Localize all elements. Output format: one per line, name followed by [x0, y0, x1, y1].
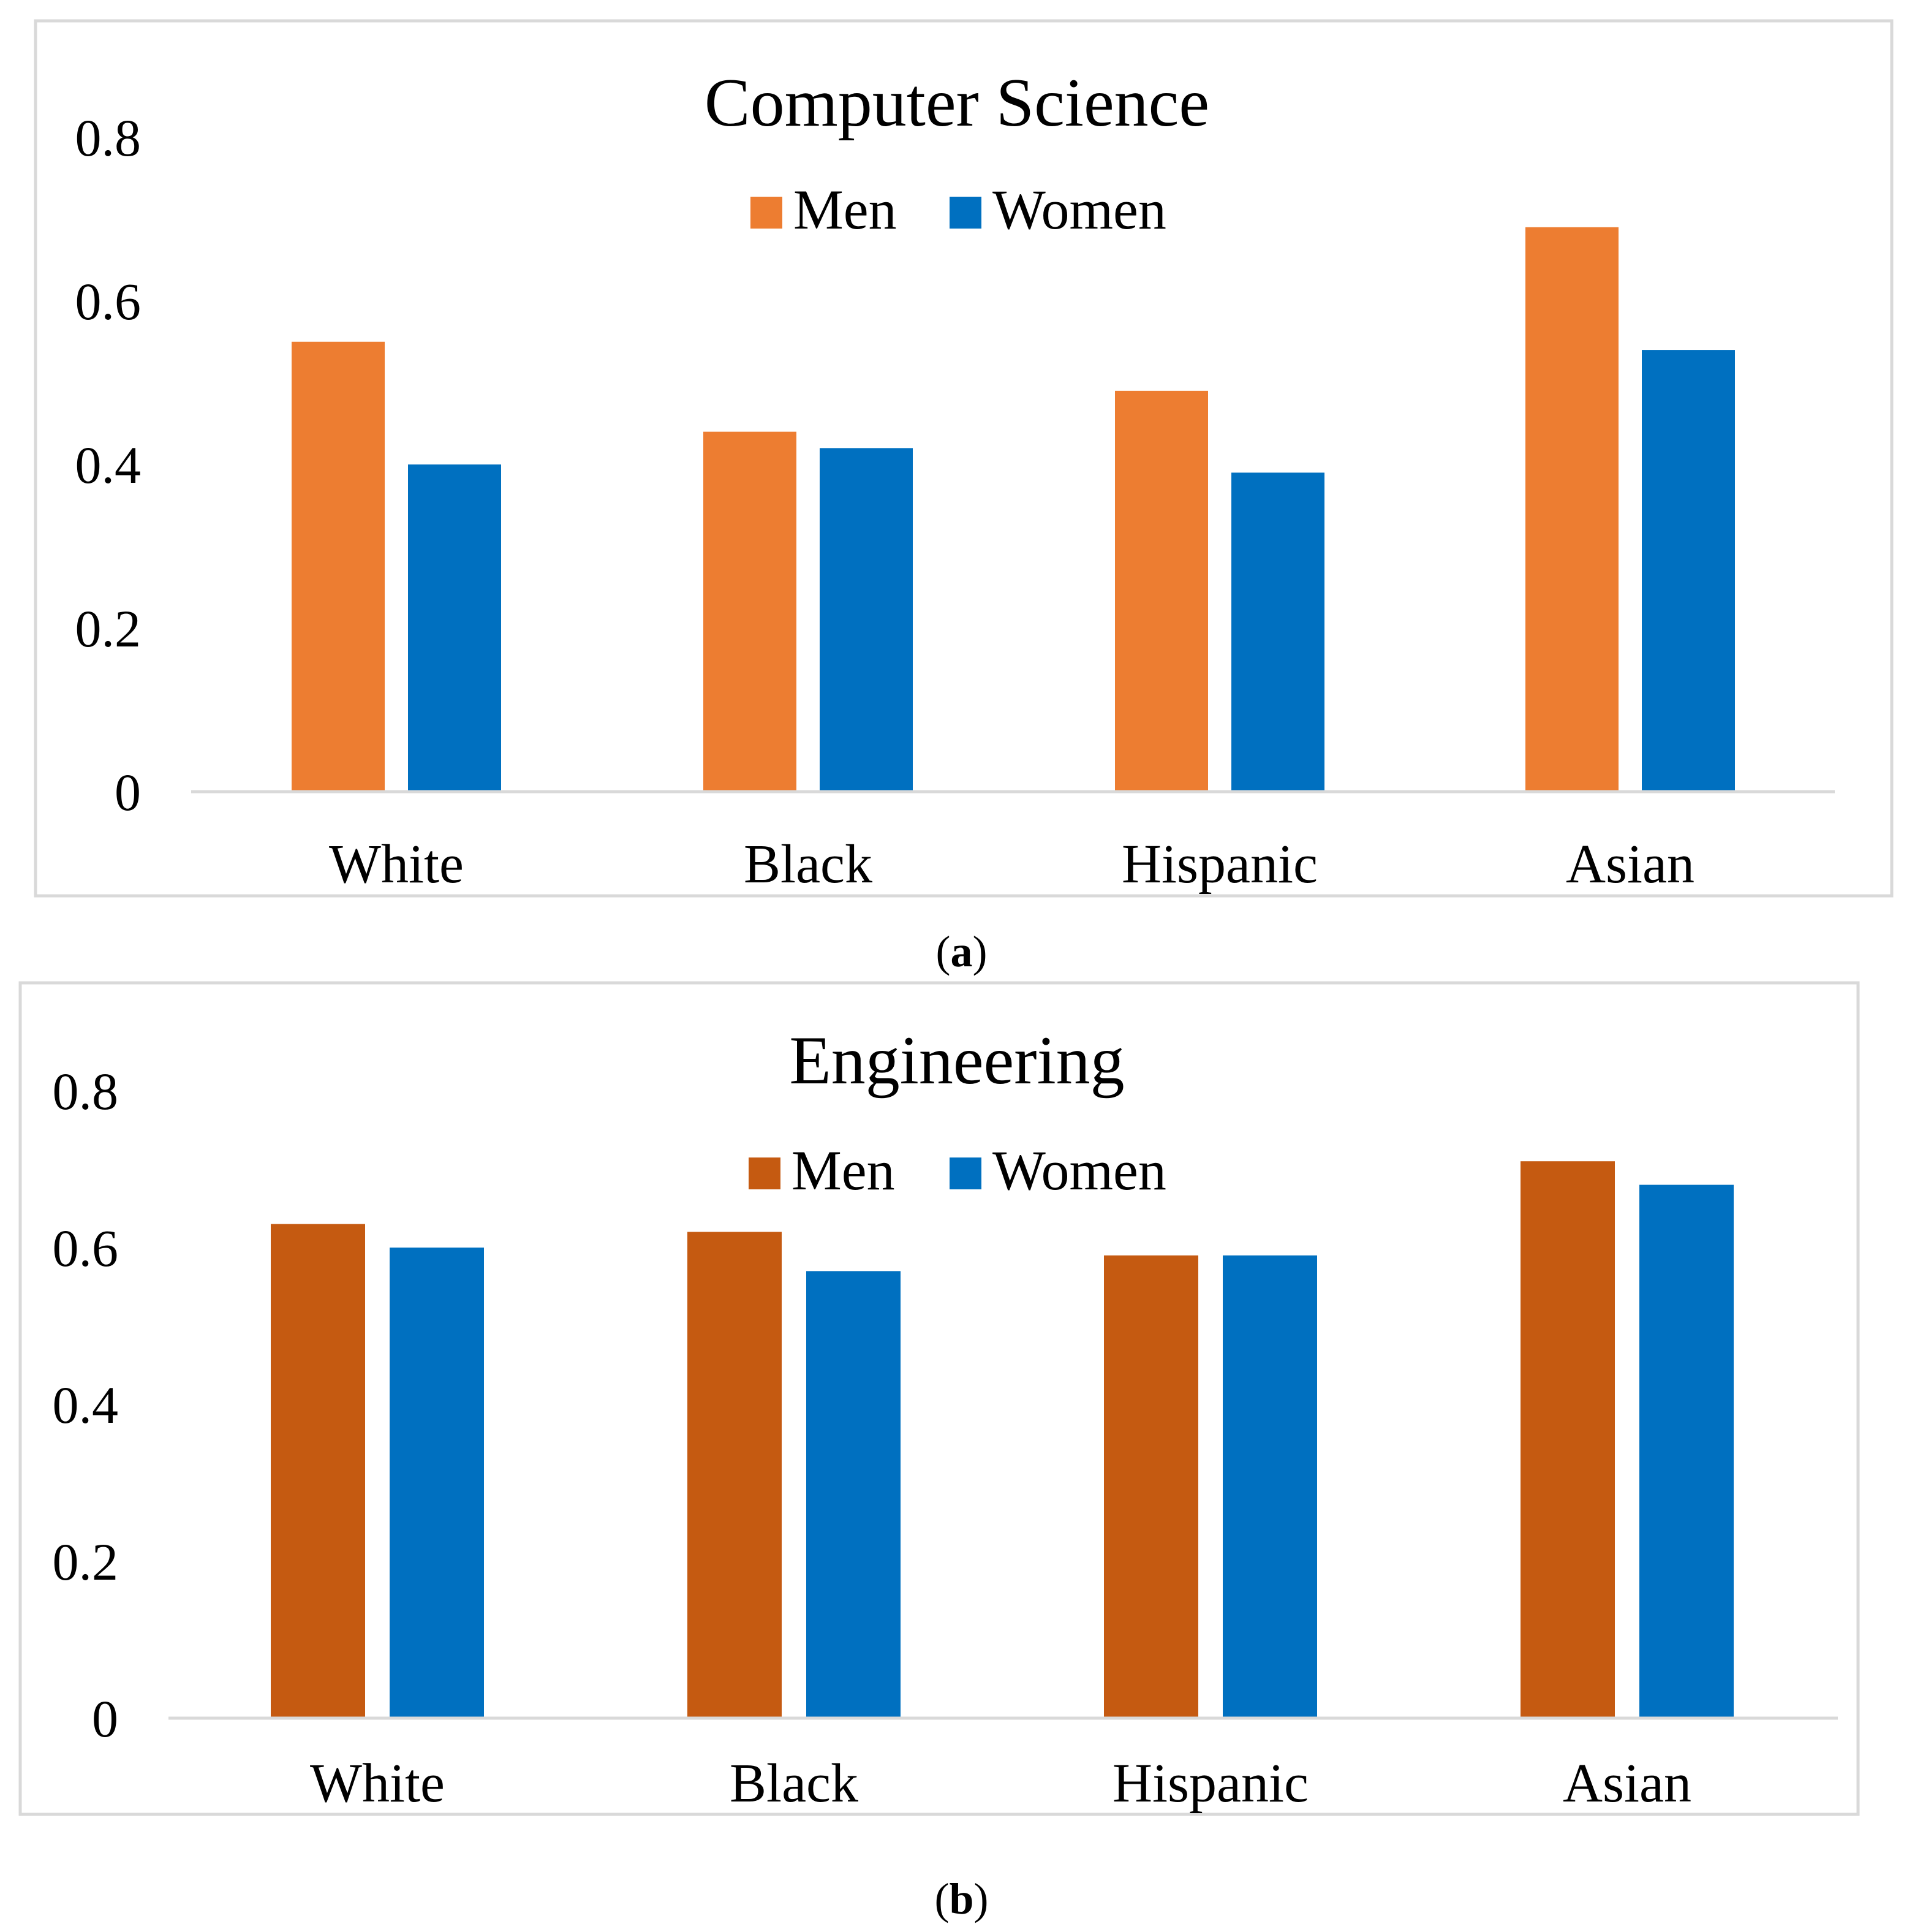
legend-swatch-men	[749, 1157, 780, 1189]
chart-computer-science: Computer Science Men Women 0 0.2 0.4 0.6 0.8 Whi…	[34, 19, 1894, 898]
legend-label-men: Men	[791, 1139, 895, 1202]
x-tick-label-asian: Asian	[1563, 1753, 1691, 1814]
chart-engineering: Engineering Men Women 0 0.2 0.4 0.6 0.8 White Bla…	[18, 981, 1860, 1816]
y-tick-label: 0.2	[53, 1532, 119, 1591]
y-tick-label: 0.6	[75, 272, 142, 331]
x-tick-label-white: White	[329, 834, 464, 895]
bar-eng-men-hispanic	[1104, 1255, 1198, 1718]
x-tick-label-hispanic: Hispanic	[1122, 834, 1318, 895]
y-tick-label: 0.4	[75, 436, 142, 494]
y-tick-label: 0	[115, 763, 141, 822]
y-tick-label: 0.4	[53, 1376, 119, 1434]
legend-label-women: Women	[992, 178, 1166, 241]
x-tick-label-black: Black	[730, 1753, 858, 1814]
x-tick-label-asian: Asian	[1566, 834, 1694, 895]
caption-b: (b)	[934, 1874, 989, 1923]
legend-swatch-women	[950, 197, 981, 229]
y-tick-label: 0.6	[53, 1219, 119, 1278]
bar-eng-women-asian	[1639, 1184, 1734, 1718]
bar-cs-women-asian	[1642, 350, 1735, 792]
legend-label-women: Women	[992, 1139, 1166, 1202]
legend-swatch-men	[750, 197, 782, 229]
y-tick-label: 0	[92, 1689, 118, 1748]
bar-eng-men-black	[687, 1232, 782, 1718]
bar-cs-women-hispanic	[1231, 472, 1324, 792]
chart-title: Engineering	[789, 1023, 1124, 1099]
bar-eng-women-white	[390, 1248, 484, 1718]
caption-b-letter: b	[949, 1874, 974, 1923]
bar-eng-men-white	[271, 1224, 365, 1718]
bar-eng-women-hispanic	[1223, 1255, 1317, 1718]
legend-swatch-women	[950, 1157, 981, 1189]
x-tick-label-white: White	[310, 1753, 445, 1814]
x-tick-label-hispanic: Hispanic	[1113, 1753, 1309, 1814]
y-tick-label: 0.2	[75, 599, 142, 658]
bar-cs-men-white	[292, 341, 385, 792]
bar-eng-women-black	[806, 1271, 901, 1718]
x-tick-label-black: Black	[744, 834, 872, 895]
bar-cs-women-white	[408, 464, 501, 792]
caption-a-letter: a	[950, 927, 973, 976]
caption-a: (a)	[935, 927, 988, 976]
y-tick-label: 0.8	[53, 1062, 119, 1121]
bar-cs-men-hispanic	[1115, 390, 1208, 792]
legend-label-men: Men	[793, 178, 897, 241]
bar-eng-men-asian	[1521, 1161, 1615, 1718]
bar-cs-men-black	[703, 431, 796, 792]
bar-cs-men-asian	[1525, 227, 1619, 792]
bar-cs-women-black	[820, 448, 913, 792]
chart-title: Computer Science	[705, 65, 1209, 141]
y-tick-label: 0.8	[75, 108, 142, 167]
